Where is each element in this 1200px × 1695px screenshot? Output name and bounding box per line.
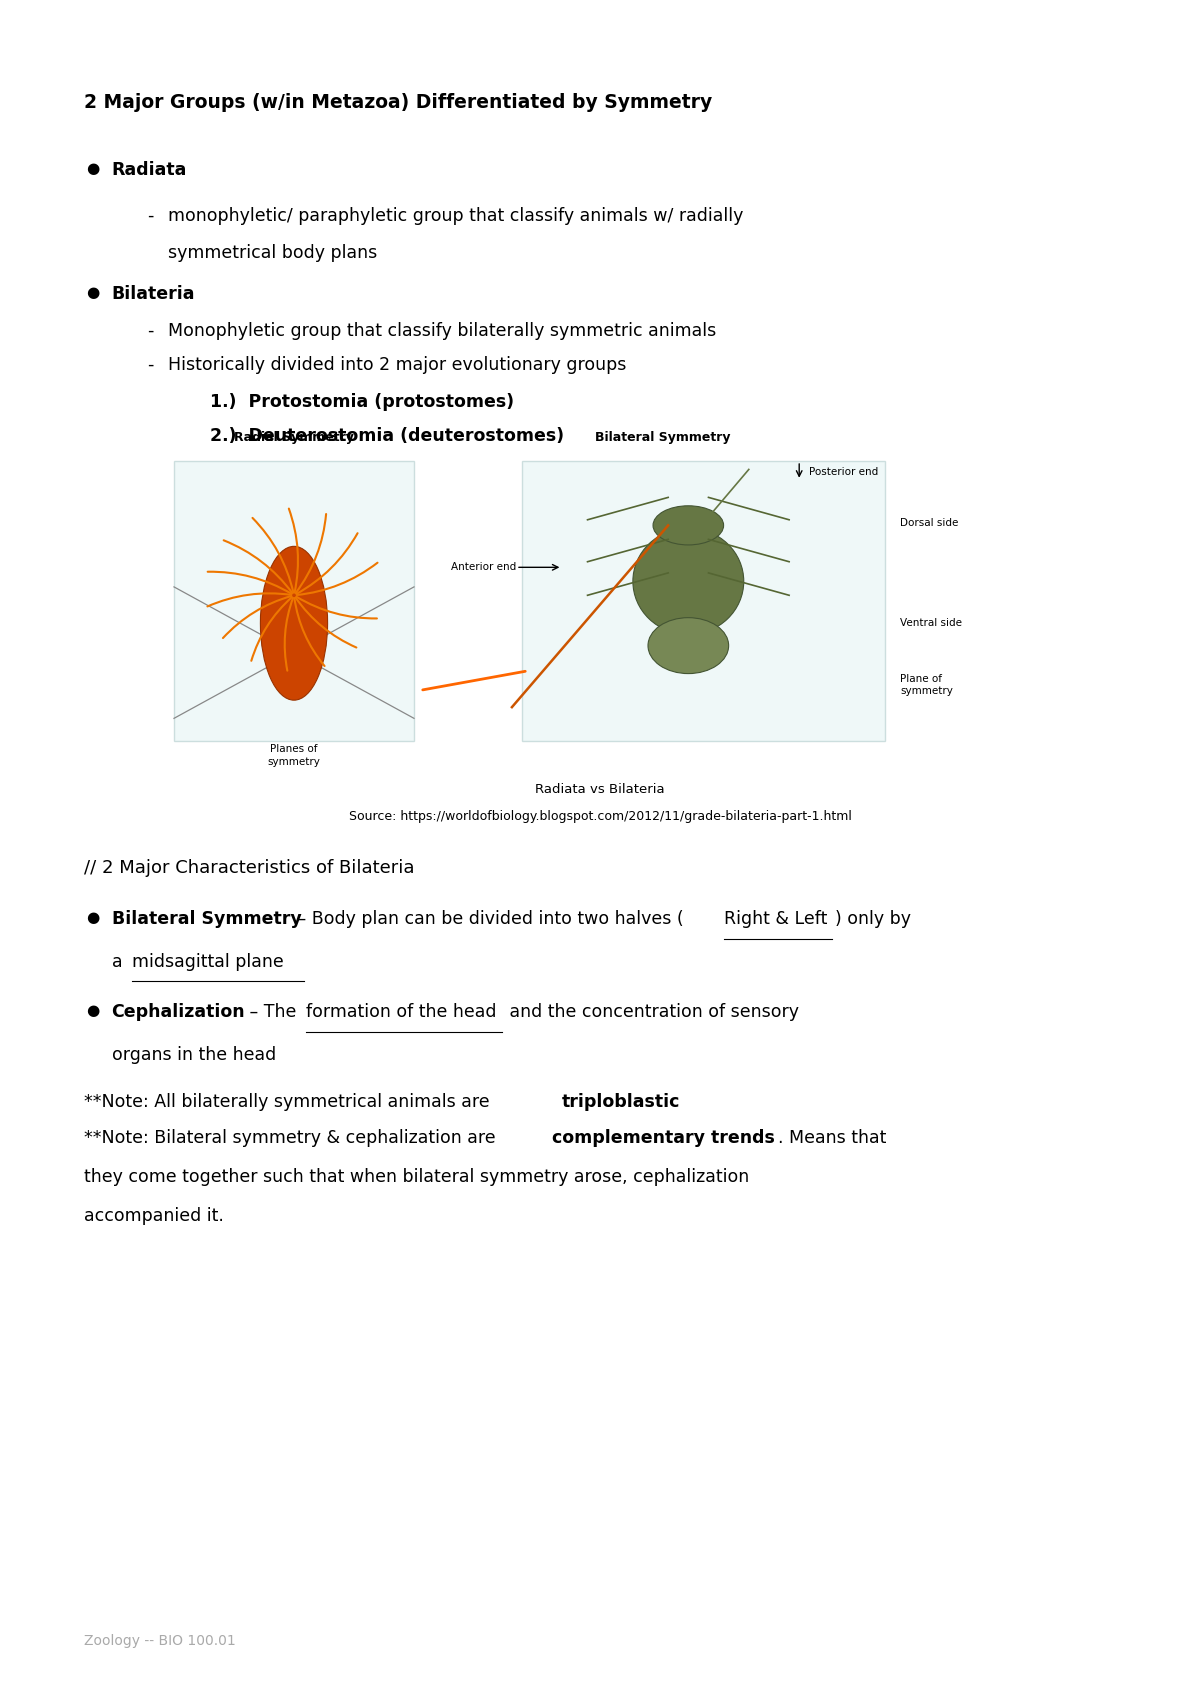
Text: midsagittal plane: midsagittal plane: [132, 953, 283, 971]
Text: Plane of
symmetry: Plane of symmetry: [900, 673, 953, 697]
Text: Radiata: Radiata: [112, 161, 187, 180]
Text: symmetrical body plans: symmetrical body plans: [168, 244, 377, 263]
Text: -: -: [148, 322, 154, 341]
Text: Planes of
symmetry: Planes of symmetry: [268, 744, 320, 766]
Text: // 2 Major Characteristics of Bilateria: // 2 Major Characteristics of Bilateria: [84, 859, 414, 878]
FancyBboxPatch shape: [522, 461, 884, 741]
Text: Bilateria: Bilateria: [112, 285, 196, 303]
Text: ) only by: ) only by: [835, 910, 911, 929]
Text: ●: ●: [86, 910, 100, 925]
Text: 2.)  Deuterostomia (deuterostomes): 2.) Deuterostomia (deuterostomes): [210, 427, 564, 446]
Text: Radial Symmetry: Radial Symmetry: [234, 431, 354, 444]
Text: **Note: Bilateral symmetry & cephalization are: **Note: Bilateral symmetry & cephalizati…: [84, 1129, 502, 1148]
Text: formation of the head: formation of the head: [306, 1003, 497, 1022]
Ellipse shape: [648, 617, 728, 673]
Bar: [156, 436, 1044, 766]
Text: ●: ●: [86, 1003, 100, 1019]
Text: a: a: [112, 953, 127, 971]
Text: Source: https://worldofbiology.blogspot.com/2012/11/grade-bilateria-part-1.html: Source: https://worldofbiology.blogspot.…: [348, 810, 852, 824]
Text: -: -: [148, 207, 154, 225]
Text: complementary trends: complementary trends: [552, 1129, 775, 1148]
Text: Dorsal side: Dorsal side: [900, 517, 959, 527]
Text: – Body plan can be divided into two halves (: – Body plan can be divided into two halv…: [292, 910, 683, 929]
Text: ●: ●: [86, 161, 100, 176]
Ellipse shape: [260, 546, 328, 700]
Text: Zoology -- BIO 100.01: Zoology -- BIO 100.01: [84, 1634, 235, 1648]
Text: and the concentration of sensory: and the concentration of sensory: [504, 1003, 799, 1022]
Ellipse shape: [653, 505, 724, 544]
Text: Posterior end: Posterior end: [809, 468, 878, 478]
Text: . Means that: . Means that: [778, 1129, 886, 1148]
Text: Radiata vs Bilateria: Radiata vs Bilateria: [535, 783, 665, 797]
Ellipse shape: [632, 529, 744, 634]
Text: Bilateral Symmetry: Bilateral Symmetry: [112, 910, 301, 929]
Text: accompanied it.: accompanied it.: [84, 1207, 224, 1225]
Text: Ventral side: Ventral side: [900, 619, 962, 629]
Text: Cephalization: Cephalization: [112, 1003, 245, 1022]
Text: 2 Major Groups (w/in Metazoa) Differentiated by Symmetry: 2 Major Groups (w/in Metazoa) Differenti…: [84, 93, 713, 112]
Text: monophyletic/ paraphyletic group that classify animals w/ radially: monophyletic/ paraphyletic group that cl…: [168, 207, 743, 225]
Text: Right & Left: Right & Left: [724, 910, 827, 929]
Text: Bilateral Symmetry: Bilateral Symmetry: [595, 431, 731, 444]
Text: – The: – The: [244, 1003, 301, 1022]
Text: organs in the head: organs in the head: [112, 1046, 276, 1064]
Text: Anterior end: Anterior end: [451, 563, 516, 573]
Text: triploblastic: triploblastic: [562, 1093, 680, 1112]
Text: 1.)  Protostomia (protostomes): 1.) Protostomia (protostomes): [210, 393, 514, 412]
Text: Historically divided into 2 major evolutionary groups: Historically divided into 2 major evolut…: [168, 356, 626, 375]
Text: **Note: All bilaterally symmetrical animals are: **Note: All bilaterally symmetrical anim…: [84, 1093, 496, 1112]
Text: they come together such that when bilateral symmetry arose, cephalization: they come together such that when bilate…: [84, 1168, 749, 1186]
Text: -: -: [148, 356, 154, 375]
FancyBboxPatch shape: [174, 461, 414, 741]
Text: Monophyletic group that classify bilaterally symmetric animals: Monophyletic group that classify bilater…: [168, 322, 716, 341]
Text: ●: ●: [86, 285, 100, 300]
